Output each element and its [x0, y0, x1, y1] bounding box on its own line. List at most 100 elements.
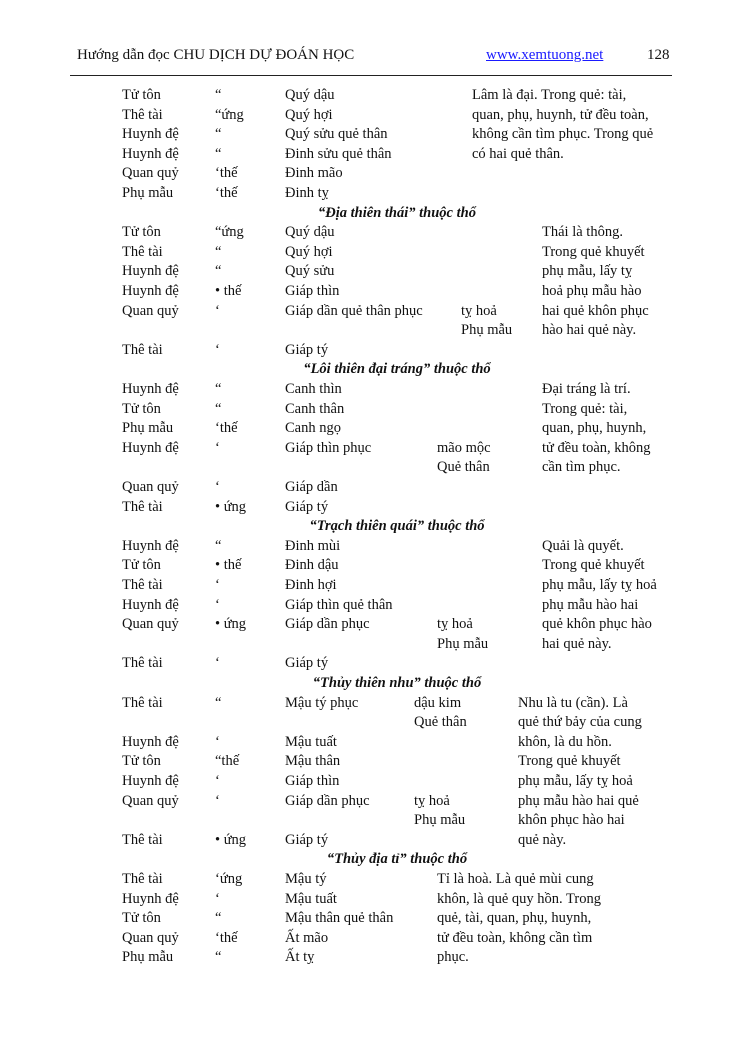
commentary-cell: cần tìm phục. — [542, 459, 621, 476]
marker-cell: “ — [215, 263, 222, 280]
relation-cell: Tử tôn — [122, 224, 161, 241]
branch-cell: Đinh mùi — [285, 537, 341, 554]
website-link[interactable]: www.xemtuong.net — [486, 47, 604, 63]
commentary-cell: hào hai quẻ này. — [542, 322, 637, 339]
branch-cell: Mậu tuất — [285, 733, 337, 750]
marker-cell: “ — [215, 126, 222, 143]
section-heading: “Thủy địa tỉ” thuộc thổ — [326, 851, 468, 868]
hidden-line-cell: mão mộc — [437, 439, 491, 456]
hidden-line-cell: tỵ hoả — [461, 302, 497, 319]
commentary-cell: phụ mẫu hào hai quẻ — [518, 792, 639, 809]
commentary-cell: phụ mẫu, lấy tỵ — [542, 263, 633, 280]
table-row: Thê tài ‘ Đinh hợi phụ mẫu, lấy tỵ hoả — [0, 575, 744, 595]
relation-cell: Huynh đệ — [122, 126, 179, 143]
commentary-cell: quẻ, tài, quan, phụ, huynh, — [437, 910, 592, 927]
marker-cell: ‘ứng — [215, 871, 243, 887]
relation-cell: Huynh đệ — [122, 773, 179, 789]
marker-cell: ‘ — [215, 733, 220, 750]
commentary-cell: quẻ thứ bảy của cung — [518, 714, 642, 731]
marker-cell: • ứng — [215, 831, 247, 848]
relation-cell: Huynh đệ — [122, 439, 179, 456]
marker-cell: ‘ — [215, 890, 220, 907]
relation-cell: Phụ mẫu — [122, 185, 174, 201]
commentary-cell: phụ mẫu, lấy tỵ hoả — [542, 577, 657, 593]
hidden-line-cell: tỵ hoả — [414, 792, 450, 809]
relation-cell: Thê tài — [122, 106, 163, 123]
table-row: Huynh đệ “ Quý sửu quẻ thân không cần tìm p… — [0, 124, 744, 144]
table-row: Huynh đệ “ Đinh mùi Quải là quyết. — [0, 536, 744, 556]
table-row: Thê tài • ứng Giáp tý — [0, 497, 744, 517]
commentary-cell: hai quẻ này. — [542, 635, 612, 652]
marker-cell: “ — [215, 949, 222, 966]
branch-cell: Giáp dần quẻ thân phục — [285, 302, 423, 319]
table-row: Thê tài ‘ứng Mậu tý Tỉ là hoà. Là quẻ mùi c… — [0, 869, 744, 889]
commentary-cell: tử đều toàn, không cần tìm — [437, 929, 593, 946]
relation-cell: Thê tài — [122, 341, 163, 358]
commentary-cell: không cần tìm phục. Trong quẻ — [472, 126, 654, 143]
relation-cell: Thê tài — [122, 243, 163, 260]
table-row: Huynh đệ ‘ Giáp thìn phụ mẫu, lấy tỵ hoả — [0, 771, 744, 791]
table-row: Quẻ thân cần tìm phục. — [0, 457, 744, 477]
marker-cell: ‘ — [215, 479, 220, 495]
branch-cell: Ất tỵ — [285, 949, 315, 966]
section-heading-row: “Thủy thiên nhu” thuộc thổ — [0, 673, 744, 693]
relation-cell: Quan quỷ — [122, 616, 179, 633]
table-row: Huynh đệ “ Canh thìn Đại tráng là trí. — [0, 379, 744, 399]
table-row: Quan quỷ ‘thế Ất mão tử đều toàn, không cần… — [0, 928, 744, 948]
marker-cell: “ — [215, 243, 222, 260]
commentary-cell: quẻ này. — [518, 831, 567, 848]
branch-cell: Đinh dậu — [285, 557, 339, 574]
marker-cell: ‘ — [215, 577, 220, 593]
branch-cell: Mậu tuất — [285, 890, 337, 907]
marker-cell: ‘ — [215, 773, 220, 789]
relation-cell: Thê tài — [122, 577, 163, 593]
section-heading-row: “Trạch thiên quái” thuộc thổ — [0, 516, 744, 536]
table-row: Thê tài “ Quý hợi Trong quẻ khuyết — [0, 242, 744, 262]
table-row: Huynh đệ ‘ Giáp thìn quẻ thân phụ mẫu hào h… — [0, 595, 744, 615]
marker-cell: “ — [215, 910, 222, 927]
commentary-cell: hoả phụ mẫu hào — [542, 283, 642, 299]
branch-cell: Giáp thìn — [285, 283, 340, 299]
branch-cell: Mậu tý phục — [285, 694, 359, 711]
section-heading-row: “Thủy địa tỉ” thuộc thổ — [0, 849, 744, 869]
relation-cell: Huynh đệ — [122, 596, 179, 613]
commentary-cell: khôn, là du hồn. — [518, 733, 612, 750]
relation-cell: Thê tài — [122, 694, 163, 711]
hidden-line-cell: Phụ mẫu — [414, 812, 466, 829]
table-row: Quan quỷ ‘thế Đinh mão — [0, 163, 744, 183]
table-row: Thê tài ‘ Giáp tý — [0, 340, 744, 360]
commentary-cell: khôn phục hào hai — [518, 812, 625, 829]
commentary-cell: khôn, là quẻ quy hồn. Trong — [437, 890, 601, 907]
commentary-cell: Quải là quyết. — [542, 537, 624, 554]
marker-cell: “ — [215, 537, 222, 554]
commentary-cell: Đại tráng là trí. — [542, 381, 631, 397]
branch-cell: Giáp tý — [285, 498, 329, 515]
table-row: Tử tôn “ứng Quý dậu Thái là thông. — [0, 222, 744, 242]
commentary-cell: hai quẻ khôn phục — [542, 302, 649, 319]
marker-cell: ‘ — [215, 792, 220, 809]
commentary-cell: quan, phụ, huynh, tử đều toàn, — [472, 106, 649, 123]
commentary-cell: Trong quẻ khuyết — [542, 557, 645, 574]
table-row: Tử tôn “ Mậu thân quẻ thân quẻ, tài, quan, … — [0, 908, 744, 928]
marker-cell: “ — [215, 145, 222, 162]
branch-cell: Mậu thân quẻ thân — [285, 910, 394, 927]
branch-cell: Canh thìn — [285, 381, 342, 397]
commentary-cell: Thái là thông. — [542, 224, 623, 241]
relation-cell: Phụ mẫu — [122, 420, 174, 437]
table-row: Huynh đệ “ Đinh sửu quẻ thân có hai quẻ thâ… — [0, 144, 744, 164]
table-row: Thê tài • ứng Giáp tý quẻ này. — [0, 830, 744, 850]
table-row: Huynh đệ “ Quý sửu phụ mẫu, lấy tỵ — [0, 261, 744, 281]
marker-cell: “ứng — [215, 224, 244, 241]
branch-cell: Giáp tý — [285, 341, 329, 358]
branch-cell: Quý dậu — [285, 87, 335, 103]
commentary-cell: Trong quẻ: tài, — [542, 400, 628, 417]
table-row: Quan quỷ ‘ Giáp dần quẻ thân phục tỵ hoả hai… — [0, 301, 744, 321]
table-row: Tử tôn “ Quý dậu Lâm là đại. Trong quẻ: tài… — [0, 85, 744, 105]
branch-cell: Mậu thân — [285, 753, 341, 770]
relation-cell: Quan quỷ — [122, 302, 179, 319]
relation-cell: Huynh đệ — [122, 537, 179, 554]
branch-cell: Quý dậu — [285, 224, 335, 241]
hidden-line-cell: dậu kim — [414, 694, 462, 711]
marker-cell: ‘thế — [215, 185, 238, 201]
marker-cell: “ — [215, 87, 222, 103]
